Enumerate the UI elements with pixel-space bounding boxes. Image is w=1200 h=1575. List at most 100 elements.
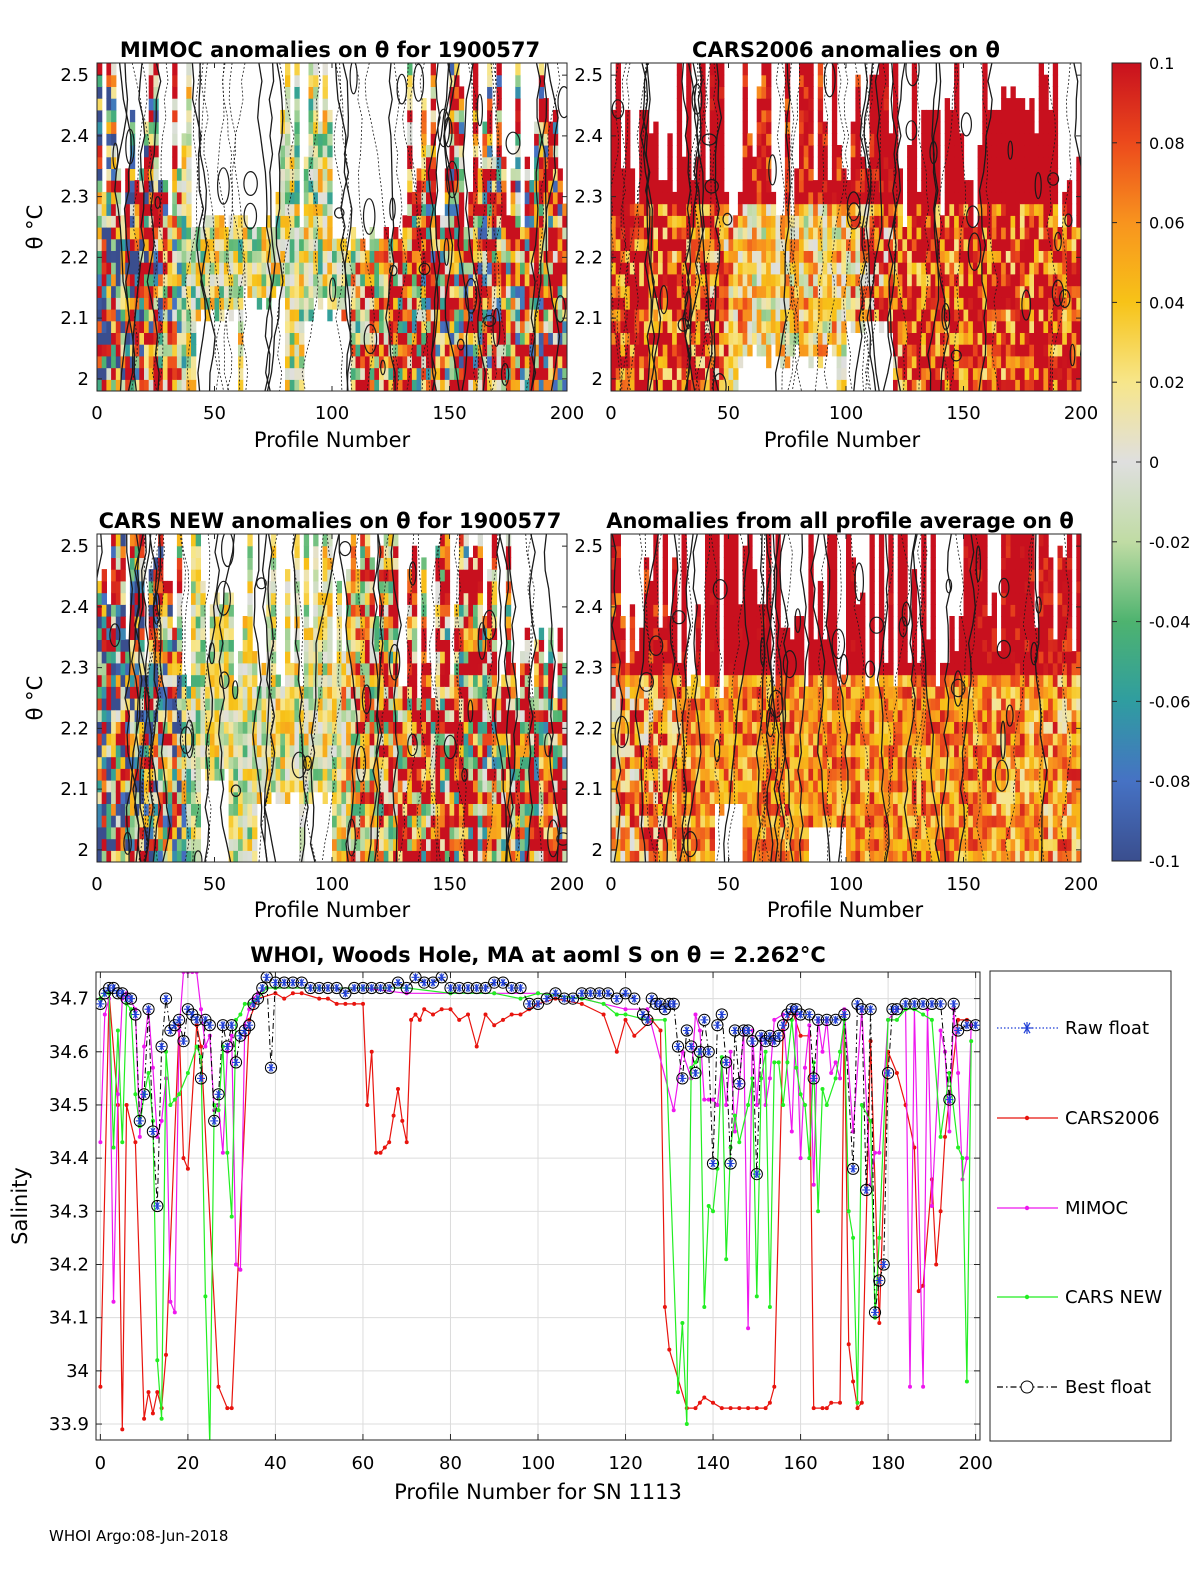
heatmap-cell bbox=[1005, 250, 1012, 263]
heatmap-cell bbox=[191, 662, 197, 676]
heatmap-cell bbox=[888, 156, 894, 169]
heatmap-cell bbox=[625, 238, 631, 251]
heatmap-cell bbox=[552, 332, 559, 345]
heatmap-cell bbox=[120, 756, 126, 769]
heatmap-cell bbox=[1038, 262, 1044, 275]
heatmap-cell bbox=[672, 297, 678, 310]
heatmap-cell bbox=[426, 332, 432, 345]
heatmap-cell bbox=[799, 344, 805, 357]
heatmap-cell bbox=[285, 191, 291, 205]
heatmap-cell bbox=[658, 227, 664, 240]
heatmap-cell bbox=[672, 191, 678, 205]
heatmap-cell bbox=[350, 332, 357, 345]
heatmap-cell bbox=[214, 215, 220, 228]
heatmap-cell bbox=[766, 238, 772, 251]
heatmap-cell bbox=[1034, 309, 1040, 322]
heatmap-cell bbox=[822, 250, 828, 263]
heatmap-cell bbox=[360, 238, 366, 251]
heatmap-cell bbox=[153, 74, 159, 87]
heatmap-cell bbox=[186, 803, 192, 816]
heatmap-cell bbox=[695, 238, 701, 251]
heatmap-cell bbox=[97, 379, 103, 391]
heatmap-cell bbox=[238, 721, 244, 734]
heatmap-cell bbox=[172, 273, 178, 287]
heatmap-cell bbox=[238, 826, 244, 840]
heatmap-cell bbox=[752, 156, 758, 169]
heatmap-cell bbox=[176, 191, 183, 205]
heatmap-cell bbox=[299, 297, 305, 310]
heatmap-cell bbox=[327, 215, 333, 228]
contour-line bbox=[853, 63, 871, 391]
heatmap-cell bbox=[176, 309, 183, 322]
heatmap-cell bbox=[162, 262, 169, 275]
heatmap-cell bbox=[313, 227, 319, 240]
heatmap-cell bbox=[153, 156, 159, 169]
heatmap-cell bbox=[200, 744, 206, 758]
heatmap-cell bbox=[181, 768, 187, 781]
heatmap-cell bbox=[162, 297, 169, 310]
heatmap-cell bbox=[681, 180, 687, 193]
heatmap-cell bbox=[662, 262, 668, 275]
heatmap-cell bbox=[878, 145, 885, 158]
heatmap-cell bbox=[228, 604, 234, 617]
heatmap-cell bbox=[756, 320, 762, 333]
heatmap-cell bbox=[963, 309, 969, 322]
heatmap-cell bbox=[426, 285, 432, 298]
heatmap-cell bbox=[162, 285, 169, 298]
heatmap-cell bbox=[1066, 262, 1073, 275]
heatmap-cell bbox=[209, 662, 216, 676]
contour-loop bbox=[941, 302, 951, 331]
heatmap-cell bbox=[491, 320, 498, 333]
heatmap-cell bbox=[186, 262, 192, 275]
heatmap-cell bbox=[341, 238, 347, 251]
heatmap-cell bbox=[289, 250, 295, 263]
heatmap-cell bbox=[129, 569, 136, 582]
heatmap-cell bbox=[1048, 355, 1054, 369]
heatmap-cell bbox=[737, 309, 744, 322]
heatmap-cell bbox=[266, 273, 272, 287]
heatmap-cell bbox=[397, 309, 404, 322]
heatmap-cell bbox=[1001, 98, 1007, 111]
heatmap-cell bbox=[543, 367, 549, 380]
heatmap-cell bbox=[402, 379, 408, 391]
heatmap-cell bbox=[893, 98, 899, 111]
heatmap-cell bbox=[944, 285, 950, 298]
heatmap-cell bbox=[1029, 355, 1035, 369]
heatmap-cell bbox=[977, 168, 983, 181]
heatmap-cell bbox=[737, 191, 744, 205]
heatmap-cell bbox=[1005, 168, 1012, 181]
heatmap-cell bbox=[653, 145, 659, 158]
heatmap-cell bbox=[766, 86, 772, 99]
heatmap-cell bbox=[144, 379, 150, 391]
heatmap-cell bbox=[139, 768, 145, 781]
heatmap-cell bbox=[411, 227, 418, 240]
heatmap-cell bbox=[285, 662, 291, 676]
heatmap-cell bbox=[487, 180, 493, 193]
heatmap-cell bbox=[270, 733, 277, 746]
heatmap-cell bbox=[747, 215, 753, 228]
heatmap-cell bbox=[242, 756, 248, 769]
heatmap-cell bbox=[1066, 285, 1073, 298]
heatmap-cell bbox=[907, 355, 913, 369]
heatmap-cell bbox=[195, 780, 201, 793]
heatmap-cell bbox=[878, 180, 885, 193]
heatmap-cell bbox=[191, 592, 197, 605]
heatmap-cell bbox=[529, 238, 535, 251]
heatmap-cell bbox=[615, 74, 621, 87]
heatmap-cell bbox=[799, 227, 805, 240]
heatmap-cell bbox=[658, 332, 664, 345]
heatmap-cell bbox=[270, 651, 277, 664]
heatmap-cell bbox=[893, 63, 899, 76]
heatmap-cell bbox=[1071, 273, 1077, 287]
heatmap-cell bbox=[172, 285, 178, 298]
heatmap-cell bbox=[737, 344, 744, 357]
heatmap-cell bbox=[111, 309, 117, 322]
heatmap-cell bbox=[538, 379, 545, 391]
heatmap-cell bbox=[982, 180, 988, 193]
heatmap-cell bbox=[129, 133, 136, 146]
heatmap-cell bbox=[705, 355, 711, 369]
heatmap-cell bbox=[991, 344, 997, 357]
heatmap-cell bbox=[148, 320, 154, 333]
heatmap-cell bbox=[158, 826, 164, 840]
heatmap-cell bbox=[496, 262, 502, 275]
